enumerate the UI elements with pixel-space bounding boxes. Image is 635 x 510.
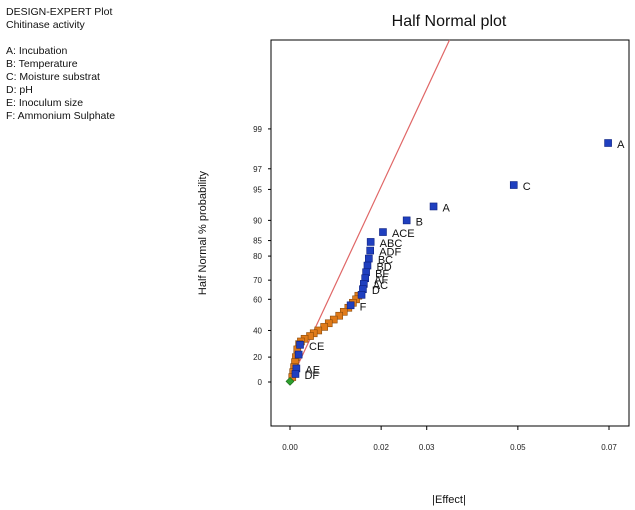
plot-frame (270, 39, 630, 427)
factor-b: B: Temperature (6, 58, 78, 70)
effect-point (429, 202, 438, 211)
y-tick-label: 95 (253, 185, 262, 194)
y-tick-label: 97 (253, 165, 262, 174)
effect-label: A (617, 139, 625, 151)
y-tick-label: 99 (253, 125, 262, 134)
effect-point (379, 228, 387, 236)
effect-point (509, 181, 518, 189)
factor-c: C: Moisture substrat (6, 71, 100, 83)
effect-label: D (372, 285, 380, 297)
effect-label: AE (305, 364, 320, 376)
factor-f: F: Ammonium Sulphate (6, 110, 116, 122)
effect-point (291, 370, 300, 378)
effect-label: ADF (379, 247, 401, 259)
x-tick-label: 0.00 (282, 443, 298, 452)
y-tick-label: 90 (253, 216, 262, 225)
y-tick-label: 70 (253, 276, 262, 285)
effect-label: ACE (392, 228, 415, 240)
effect-label: DF (304, 370, 319, 382)
x-axis-ticks: 0.00 0.02 0.03 0.05 0.07 (282, 426, 617, 452)
effect-label: AC (373, 280, 388, 292)
effect-label: ABC (380, 238, 403, 250)
effect-label: BF (375, 268, 389, 280)
x-tick-label: 0.02 (373, 443, 389, 452)
x-tick-label: 0.03 (419, 443, 435, 452)
effect-label: BD (376, 262, 391, 274)
reference-line (289, 39, 451, 383)
y-tick-label: 85 (253, 237, 262, 246)
program-name: DESIGN-EXPERT Plot (6, 6, 113, 18)
chart-title: Half Normal plot (392, 13, 507, 30)
error-point (339, 308, 348, 316)
x-axis-title: |Effect| (432, 494, 466, 506)
effect-point (402, 216, 411, 225)
y-tick-label: 0 (258, 378, 263, 387)
effect-point (294, 350, 303, 359)
response-name: Chitinase activity (6, 19, 85, 31)
data-points (285, 139, 612, 386)
factor-a: A: Incubation (6, 45, 68, 57)
y-axis-ticks: 0 20 40 60 70 80 85 90 95 97 99 (253, 125, 271, 387)
effect-label: AF (374, 274, 388, 286)
effect-point (296, 341, 304, 349)
effect-label: B (416, 216, 423, 228)
y-tick-label: 20 (253, 353, 262, 362)
y-tick-label: 80 (253, 252, 262, 261)
effect-label: C (523, 181, 531, 193)
effect-point (363, 261, 372, 270)
effect-label: A (443, 202, 451, 214)
error-point (335, 311, 344, 320)
y-tick-label: 40 (253, 326, 262, 335)
factor-d: D: pH (6, 84, 33, 96)
factor-e: E: Inoculum size (6, 97, 84, 109)
y-axis-title: Half Normal % probability (197, 170, 209, 295)
effect-point (365, 254, 373, 263)
effect-point (604, 139, 612, 147)
effect-label: BC (378, 255, 393, 267)
effect-point (346, 301, 355, 310)
x-tick-label: 0.07 (601, 443, 617, 452)
effect-point (357, 291, 366, 299)
effect-label: F (360, 301, 367, 313)
origin-point (285, 376, 295, 386)
effect-point (366, 246, 375, 255)
y-tick-label: 60 (253, 295, 262, 304)
effect-label: CE (309, 341, 324, 353)
x-tick-label: 0.05 (510, 443, 526, 452)
design-expert-info-block: DESIGN-EXPERT Plot Chitinase activity A:… (6, 6, 115, 123)
effect-point (366, 238, 375, 246)
